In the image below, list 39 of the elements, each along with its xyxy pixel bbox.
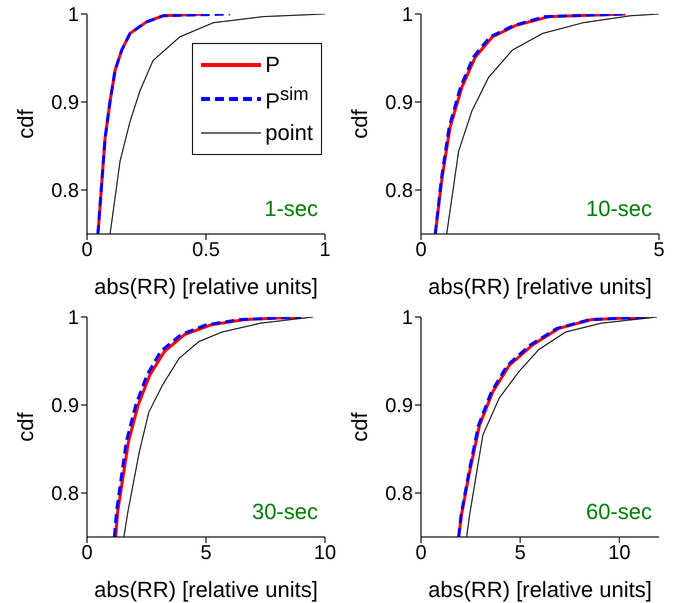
y-tick-label: 0.8 [385,483,413,506]
annotation: 30-sec [252,499,318,525]
y-axis-title: cdf [346,108,372,139]
x-axis-title: abs(RR) [relative units] [428,274,652,299]
x-tick-label: 1 [319,239,331,262]
y-tick-label: 0.8 [51,483,79,506]
x-tick-label: 5 [653,239,665,262]
line-series [96,14,232,234]
annotation: 10-sec [586,196,652,222]
y-tick-label: 0.8 [385,180,413,202]
x-tick-label: 10 [314,542,336,564]
x-tick-label: 0 [81,542,93,564]
y-axis-title: cdf [12,108,38,139]
y-tick-label: 0.9 [385,92,413,114]
x-tick-label: 5 [200,542,212,564]
x-tick-label: 0 [81,239,93,262]
x-tick-label: 5 [514,542,526,564]
y-tick-label: 1 [402,307,413,330]
x-axis-title: abs(RR) [relative units] [94,274,318,299]
annotation: 1-sec [264,196,318,222]
x-tick-label: 0.5 [192,239,220,262]
x-tick-label: 0 [415,542,427,564]
y-tick-label: 1 [68,4,79,26]
y-tick-label: 1 [402,4,413,26]
legend-label: P [265,52,280,78]
y-tick-label: 0.9 [385,395,413,418]
y-axis-title: cdf [12,411,38,442]
legend-label: P$^{sim}$ [265,83,308,115]
x-tick-label: 0 [415,239,427,262]
y-tick-label: 0.8 [51,180,79,202]
x-tick-label: 10 [608,542,630,564]
legend-label: point [265,120,313,146]
annotation: 60-sec [586,499,652,525]
y-tick-label: 1 [68,307,79,330]
y-tick-label: 0.9 [51,395,79,418]
y-axis-title: cdf [346,411,372,442]
x-axis-title: abs(RR) [relative units] [94,577,318,602]
x-axis-title: abs(RR) [relative units] [428,577,652,602]
y-tick-label: 0.9 [51,92,79,114]
